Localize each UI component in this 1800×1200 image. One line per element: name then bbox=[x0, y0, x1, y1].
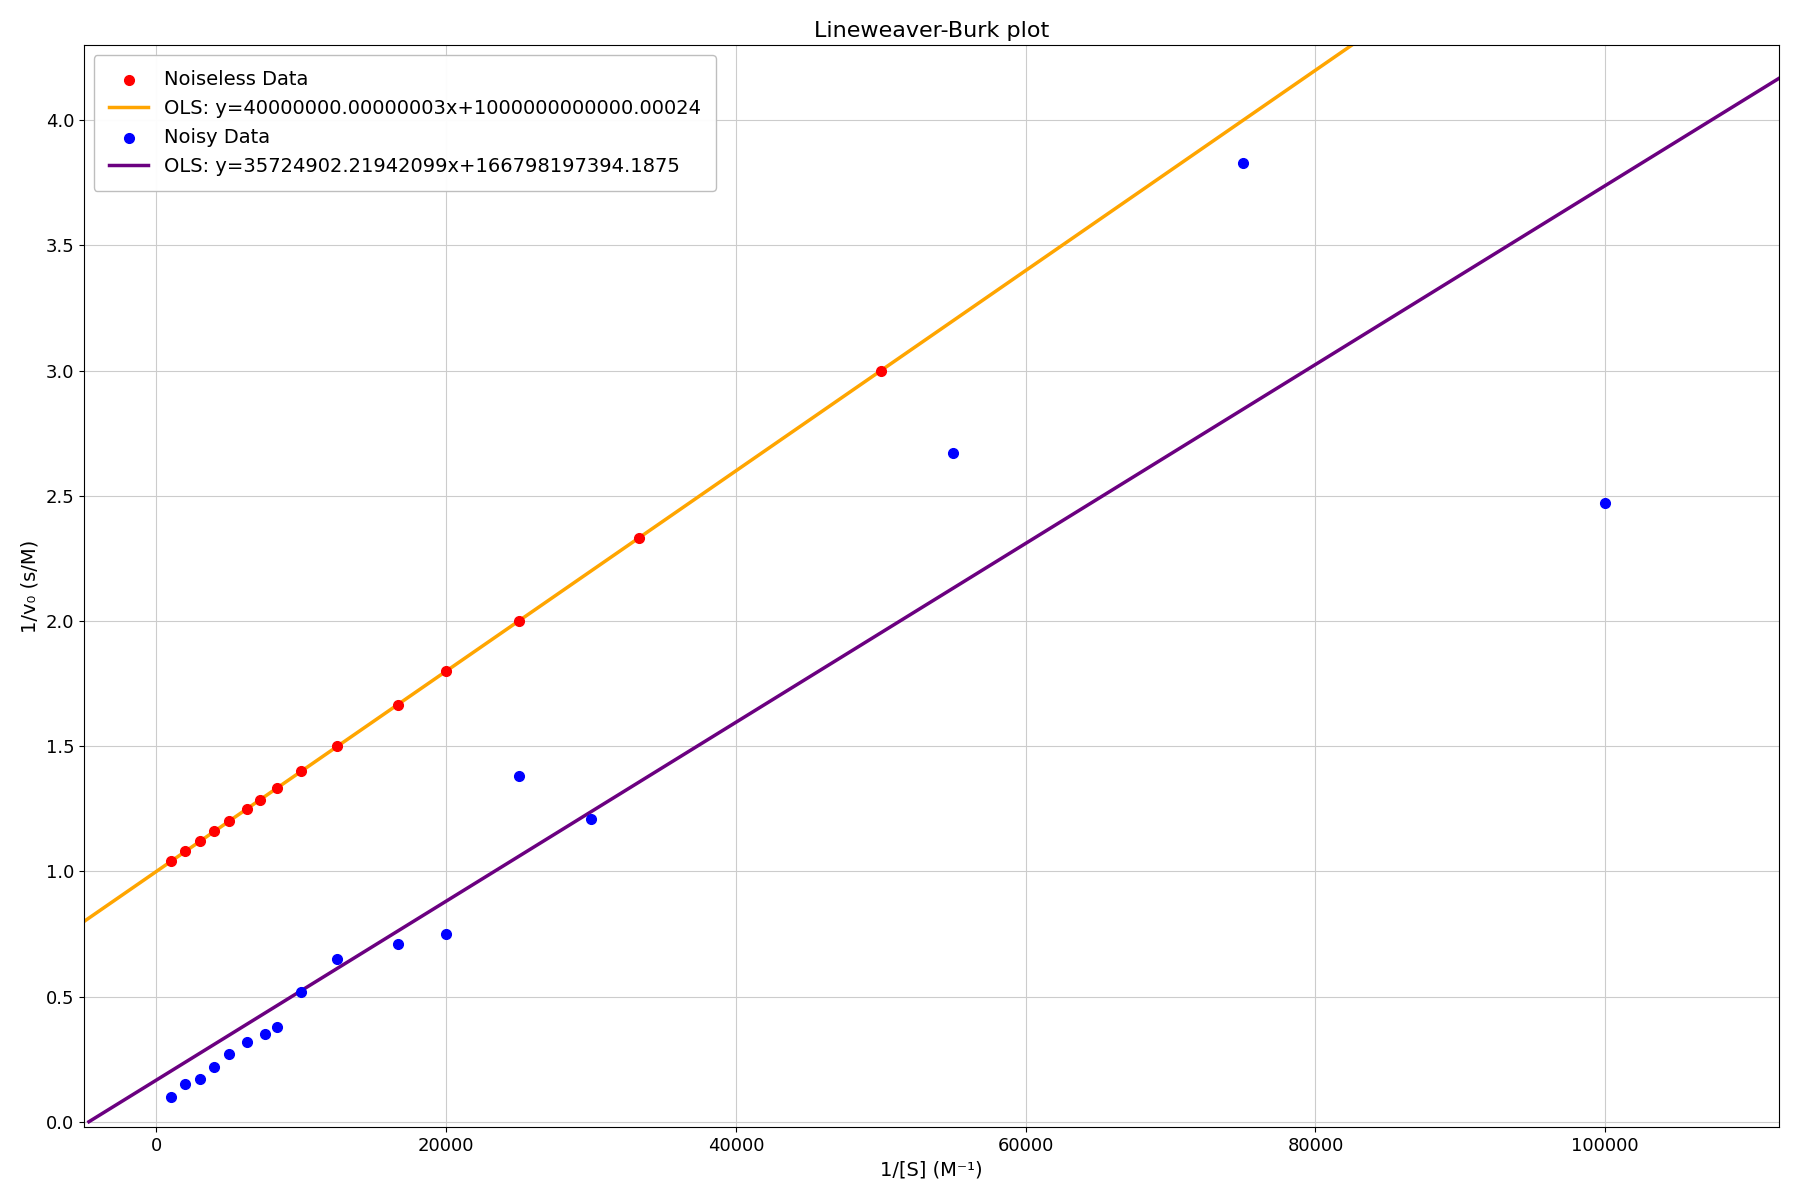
Noiseless Data bbox=[214, 812, 243, 832]
Noisy Data bbox=[504, 767, 533, 786]
OLS: y=40000000.00000003x+1000000000000.00024: (8.5e+04, 4.4e+12): y=40000000.00000003x+1000000000000.00024… bbox=[1377, 13, 1399, 28]
Noiseless Data bbox=[171, 842, 200, 862]
Line: OLS: y=35724902.21942099x+166798197394.1875: OLS: y=35724902.21942099x+166798197394.1… bbox=[88, 78, 1778, 1122]
Noisy Data bbox=[157, 1087, 185, 1106]
Title: Lineweaver-Burk plot: Lineweaver-Burk plot bbox=[814, 20, 1049, 41]
Noisy Data bbox=[1591, 493, 1620, 512]
Noisy Data bbox=[250, 1025, 279, 1044]
Noisy Data bbox=[286, 982, 315, 1001]
Noiseless Data bbox=[866, 361, 895, 380]
OLS: y=35724902.21942099x+166798197394.1875: (5.42e+04, 2.1e+12): y=35724902.21942099x+166798197394.1875: … bbox=[931, 588, 952, 602]
Noisy Data bbox=[576, 809, 605, 828]
Noiseless Data bbox=[200, 822, 229, 841]
OLS: y=35724902.21942099x+166798197394.1875: (5.96e+04, 2.3e+12): y=35724902.21942099x+166798197394.1875: … bbox=[1008, 540, 1030, 554]
Noisy Data bbox=[200, 1057, 229, 1076]
Noiseless Data bbox=[322, 737, 351, 756]
Noisy Data bbox=[383, 935, 412, 954]
Line: OLS: y=40000000.00000003x+1000000000000.00024: OLS: y=40000000.00000003x+1000000000000.… bbox=[0, 0, 1778, 1122]
Noiseless Data bbox=[504, 612, 533, 631]
Noisy Data bbox=[263, 1018, 292, 1037]
Noiseless Data bbox=[232, 799, 261, 818]
Noisy Data bbox=[322, 949, 351, 968]
Noiseless Data bbox=[625, 528, 653, 547]
Noiseless Data bbox=[263, 779, 292, 798]
OLS: y=40000000.00000003x+1000000000000.00024: (5.49e+04, 3.2e+12): y=40000000.00000003x+1000000000000.00024… bbox=[941, 314, 963, 329]
Noiseless Data bbox=[245, 791, 274, 810]
OLS: y=35724902.21942099x+166798197394.1875: (7.69e+04, 2.91e+12): y=35724902.21942099x+166798197394.1875: … bbox=[1260, 385, 1282, 400]
Noiseless Data bbox=[286, 762, 315, 781]
Noiseless Data bbox=[432, 661, 461, 680]
Legend: Noiseless Data, OLS: y=40000000.00000003x+1000000000000.00024, Noisy Data, OLS: : Noiseless Data, OLS: y=40000000.00000003… bbox=[94, 55, 716, 191]
Noisy Data bbox=[185, 1069, 214, 1088]
OLS: y=35724902.21942099x+166798197394.1875: (5.2e+04, 2.03e+12): y=35724902.21942099x+166798197394.1875: … bbox=[900, 607, 922, 622]
Noiseless Data bbox=[383, 695, 412, 714]
OLS: y=35724902.21942099x+166798197394.1875: (3.9e+04, 1.56e+12): y=35724902.21942099x+166798197394.1875: … bbox=[711, 724, 733, 738]
OLS: y=40000000.00000003x+1000000000000.00024: (7.06e+04, 3.82e+12): y=40000000.00000003x+1000000000000.00024… bbox=[1168, 157, 1190, 172]
OLS: y=35724902.21942099x+166798197394.1875: (9.37e+04, 3.52e+12): y=35724902.21942099x+166798197394.1875: … bbox=[1503, 234, 1525, 248]
X-axis label: 1/[S] (M⁻¹): 1/[S] (M⁻¹) bbox=[880, 1160, 983, 1180]
Noiseless Data bbox=[157, 852, 185, 871]
Noisy Data bbox=[214, 1045, 243, 1064]
Noiseless Data bbox=[185, 832, 214, 851]
Y-axis label: 1/v₀ (s/M): 1/v₀ (s/M) bbox=[22, 540, 40, 632]
Noisy Data bbox=[232, 1032, 261, 1051]
Noisy Data bbox=[432, 924, 461, 943]
Noisy Data bbox=[940, 444, 968, 463]
OLS: y=35724902.21942099x+166798197394.1875: (1.12e+05, 4.17e+12): y=35724902.21942099x+166798197394.1875: … bbox=[1768, 71, 1789, 85]
OLS: y=35724902.21942099x+166798197394.1875: (-4.65e+03, 6.18e+08): y=35724902.21942099x+166798197394.1875: … bbox=[77, 1115, 99, 1129]
Noisy Data bbox=[171, 1075, 200, 1094]
Noisy Data bbox=[1229, 154, 1258, 173]
